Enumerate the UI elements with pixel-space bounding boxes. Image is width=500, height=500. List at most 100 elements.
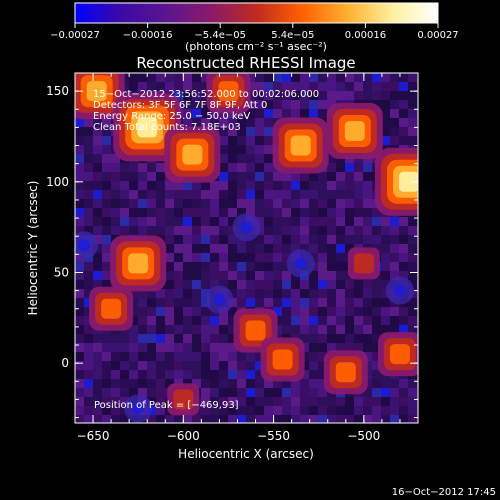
- heatmap-cell: [246, 253, 255, 262]
- heatmap-cell: [408, 136, 417, 145]
- heatmap-cell: [129, 388, 138, 397]
- heatmap-cell: [318, 280, 327, 289]
- heatmap-cell: [354, 307, 363, 316]
- heatmap-cell: [264, 73, 273, 82]
- heatmap-cell: [264, 226, 273, 235]
- heatmap-cell: [228, 172, 237, 181]
- heatmap-cell: [273, 244, 282, 253]
- heatmap-cell: [210, 343, 219, 352]
- heatmap-cell: [255, 271, 264, 280]
- heatmap-cell: [156, 190, 165, 199]
- heatmap-cell: [192, 100, 201, 109]
- heatmap-cell: [138, 172, 147, 181]
- heatmap-cell: [309, 244, 318, 253]
- heatmap-cell: [255, 109, 264, 118]
- heatmap-cell: [129, 325, 138, 334]
- heatmap-cell: [282, 253, 291, 262]
- heatmap-cell: [273, 235, 282, 244]
- colorbar-tick-label: −0.00016: [123, 30, 173, 41]
- heatmap-cell: [174, 298, 183, 307]
- heatmap-cell: [84, 379, 93, 388]
- heatmap-cell: [246, 127, 255, 136]
- heatmap-cell: [282, 388, 291, 397]
- heatmap-cell: [381, 262, 390, 271]
- heatmap-cell: [264, 136, 273, 145]
- heatmap-cell: [111, 406, 120, 415]
- heatmap-cell: [255, 388, 264, 397]
- heatmap-cell: [336, 244, 345, 253]
- heatmap-cell: [219, 361, 228, 370]
- heatmap-cell: [381, 415, 390, 423]
- heatmap-cell: [381, 127, 390, 136]
- heatmap-cell: [183, 253, 192, 262]
- heatmap-cell: [282, 397, 291, 406]
- heatmap-cell: [327, 154, 336, 163]
- heatmap-image: [75, 73, 418, 423]
- heatmap-cell: [345, 163, 354, 172]
- heatmap-cell: [192, 379, 201, 388]
- heatmap-cell: [75, 226, 84, 235]
- heatmap-cell: [345, 316, 354, 325]
- heatmap-cell: [255, 298, 264, 307]
- heatmap-cell: [201, 406, 210, 415]
- heatmap-cell: [309, 181, 318, 190]
- heatmap-cell: [390, 82, 399, 91]
- heatmap-cell: [237, 370, 246, 379]
- heatmap-cell: [228, 370, 237, 379]
- heatmap-cell: [300, 316, 309, 325]
- heatmap-cell: [408, 82, 417, 91]
- heatmap-cell: [399, 100, 408, 109]
- heatmap-cell: [282, 298, 291, 307]
- heatmap-cell: [291, 289, 300, 298]
- heatmap-cell: [372, 397, 381, 406]
- heatmap-cell: [120, 343, 129, 352]
- heatmap-cell: [363, 352, 372, 361]
- heatmap-cell: [165, 316, 174, 325]
- colorbar-tick-label: 0.00027: [417, 30, 458, 41]
- heatmap-cell: [336, 235, 345, 244]
- heatmap-cell: [309, 397, 318, 406]
- heatmap-cell: [165, 361, 174, 370]
- heatmap-cell: [111, 208, 120, 217]
- heatmap-cell: [354, 217, 363, 226]
- heatmap-cell: [138, 82, 147, 91]
- heatmap-cell: [228, 199, 237, 208]
- heatmap-cell: [192, 244, 201, 253]
- heatmap-cell: [408, 100, 417, 109]
- heatmap-cell: [228, 280, 237, 289]
- heatmap-cell: [318, 253, 327, 262]
- heatmap-cell: [210, 280, 219, 289]
- heatmap-cell: [219, 154, 228, 163]
- heatmap-cell: [336, 190, 345, 199]
- heatmap-cell: [210, 235, 219, 244]
- heatmap-cell: [318, 298, 327, 307]
- heatmap-cell: [219, 370, 228, 379]
- plot-frame: [74, 72, 419, 424]
- heatmap-cell: [84, 145, 93, 154]
- colorbar-gradient: [74, 2, 439, 24]
- bright-source-level: [389, 344, 410, 365]
- heatmap-cell: [102, 235, 111, 244]
- heatmap-cell: [309, 217, 318, 226]
- heatmap-cell: [318, 109, 327, 118]
- heatmap-cell: [75, 181, 84, 190]
- y-axis-label: Heliocentric Y (arcsec): [26, 181, 40, 316]
- heatmap-cell: [381, 217, 390, 226]
- heatmap-cell: [111, 370, 120, 379]
- heatmap-cell: [156, 352, 165, 361]
- heatmap-cell: [327, 334, 336, 343]
- heatmap-cell: [390, 325, 399, 334]
- heatmap-cell: [156, 361, 165, 370]
- heatmap-cell: [327, 271, 336, 280]
- heatmap-cell: [120, 370, 129, 379]
- heatmap-cell: [93, 334, 102, 343]
- heatmap-cell: [102, 181, 111, 190]
- colorbar-tick-label: −5.4e−05: [194, 30, 246, 41]
- heatmap-cell: [75, 208, 84, 217]
- heatmap-cell: [264, 172, 273, 181]
- heatmap-cell: [255, 289, 264, 298]
- heatmap-cell: [201, 109, 210, 118]
- heatmap-cell: [309, 253, 318, 262]
- heatmap-cell: [336, 73, 345, 82]
